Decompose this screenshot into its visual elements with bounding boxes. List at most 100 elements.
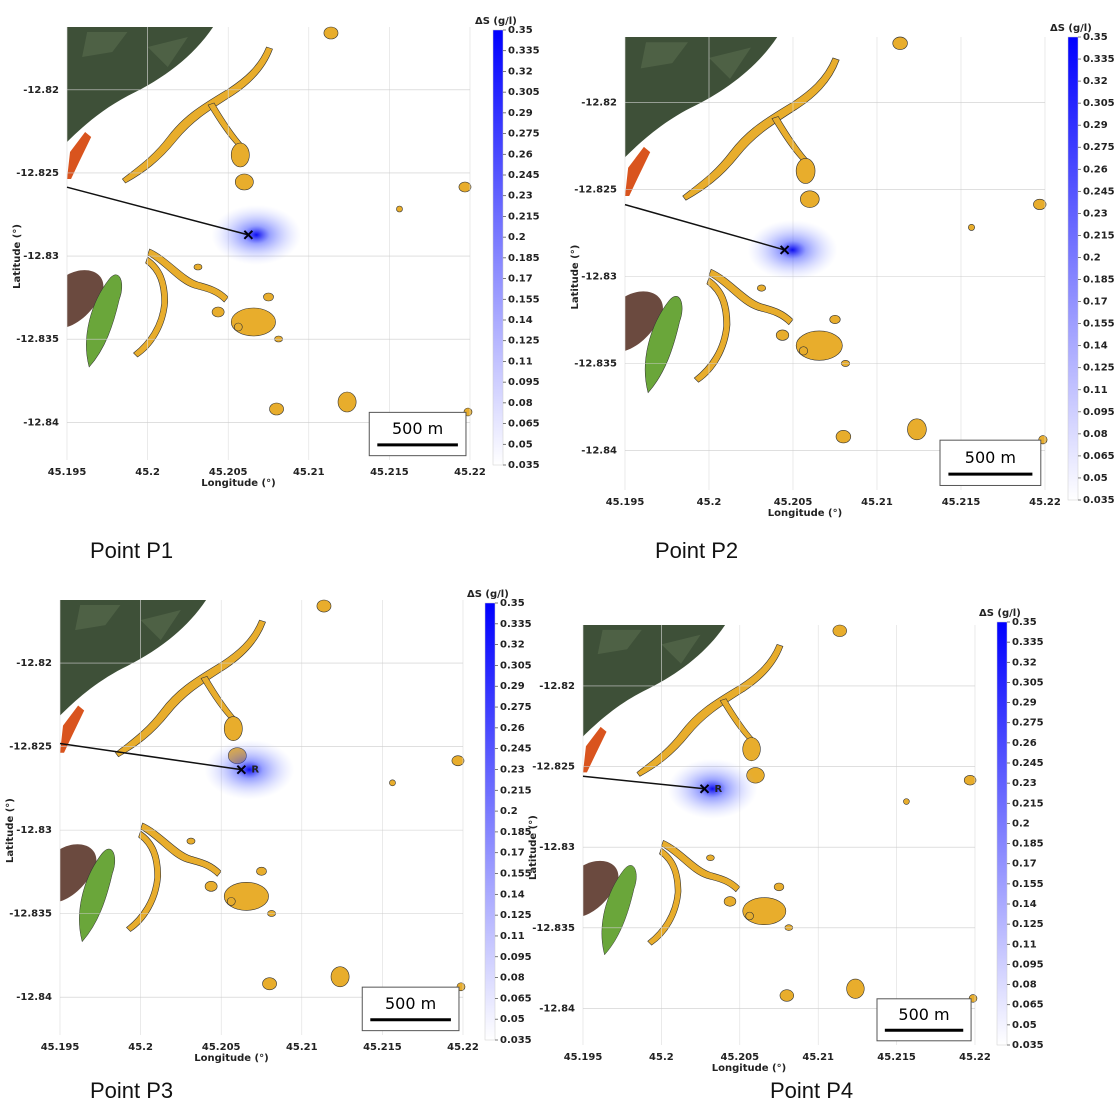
colorbar-tick-label: 0.35 <box>508 25 533 36</box>
colorbar-tick-label: 0.29 <box>1083 120 1108 131</box>
colorbar-tick-label: 0.245 <box>1083 186 1115 197</box>
colorbar-tick-label: 0.275 <box>1012 718 1044 729</box>
x-tick-label: 45.215 <box>370 467 409 478</box>
x-axis-label: Longitude (°) <box>712 1063 786 1074</box>
colorbar-tick-label: 0.155 <box>500 869 532 880</box>
colorbar-tick-label: 0.095 <box>508 377 540 388</box>
map-panel: 45.19545.245.20545.2145.21545.22-12.82-1… <box>528 608 1044 1103</box>
colorbar-tick-label: 0.26 <box>508 149 533 160</box>
colorbar-tick-label: 0.095 <box>500 952 532 963</box>
colorbar-tick-label: 0.29 <box>500 681 525 692</box>
colorbar-tick-label: 0.275 <box>1083 142 1115 153</box>
colorbar-tick-label: 0.245 <box>1012 758 1044 769</box>
colorbar-tick-label: 0.08 <box>1012 980 1037 991</box>
colorbar-tick-label: 0.335 <box>508 46 540 57</box>
colorbar-tick-label: 0.26 <box>500 723 525 734</box>
colorbar-tick-label: 0.335 <box>1083 54 1115 65</box>
colorbar-tick-label: 0.17 <box>1083 297 1108 308</box>
x-tick-label: 45.2 <box>697 497 722 508</box>
x-tick-label: 45.21 <box>861 497 893 508</box>
colorbar-tick-label: 0.2 <box>500 806 518 817</box>
colorbar-tick-label: 0.335 <box>500 619 532 630</box>
x-axis-label: Longitude (°) <box>201 478 275 489</box>
colorbar-tick-label: 0.14 <box>1012 899 1037 910</box>
y-tick-label: -12.82 <box>539 681 575 692</box>
y-axis-label: Latitude (°) <box>12 224 23 289</box>
colorbar-tick-label: 0.14 <box>508 315 533 326</box>
colorbar-tick-label: 0.065 <box>500 993 532 1004</box>
y-axis-label: Latitude (°) <box>5 798 16 863</box>
x-tick-label: 45.215 <box>877 1052 916 1063</box>
colorbar <box>485 603 495 1040</box>
colorbar-tick-label: 0.17 <box>1012 859 1037 870</box>
x-tick-label: 45.2 <box>128 1042 153 1053</box>
colorbar-tick-label: 0.185 <box>508 253 540 264</box>
colorbar-tick-label: 0.14 <box>500 889 525 900</box>
colorbar-tick-label: 0.23 <box>1083 208 1108 219</box>
colorbar-tick-label: 0.08 <box>508 398 533 409</box>
colorbar-tick-label: 0.125 <box>500 910 532 921</box>
salinity-plume <box>211 205 301 265</box>
y-tick-label: -12.84 <box>16 992 52 1003</box>
y-tick-label: -12.825 <box>9 742 52 753</box>
y-tick-label: -12.84 <box>581 446 617 457</box>
colorbar-tick-label: 0.05 <box>508 439 533 450</box>
colorbar <box>493 30 503 465</box>
colorbar-tick-label: 0.185 <box>500 827 532 838</box>
scale-bar-label: 500 m <box>385 994 436 1013</box>
colorbar-tick-label: 0.065 <box>508 419 540 430</box>
x-tick-label: 45.2 <box>135 467 160 478</box>
x-tick-label: 45.21 <box>286 1042 318 1053</box>
colorbar-tick-label: 0.14 <box>1083 341 1108 352</box>
y-tick-label: -12.825 <box>16 168 59 179</box>
x-tick-label: 45.205 <box>721 1052 760 1063</box>
y-axis-label: Latitude (°) <box>528 815 539 880</box>
colorbar-tick-label: 0.23 <box>508 191 533 202</box>
colorbar-tick-label: 0.125 <box>1012 919 1044 930</box>
y-tick-label: -12.82 <box>23 85 59 96</box>
y-tick-label: -12.83 <box>23 251 59 262</box>
colorbar-tick-label: 0.23 <box>1012 778 1037 789</box>
colorbar-tick-label: 0.305 <box>500 660 532 671</box>
colorbar-tick-label: 0.155 <box>508 294 540 305</box>
colorbar-tick-label: 0.215 <box>500 785 532 796</box>
x-axis-label: Longitude (°) <box>194 1053 268 1064</box>
y-tick-label: -12.825 <box>574 185 617 196</box>
x-tick-label: 45.22 <box>959 1052 991 1063</box>
colorbar <box>1068 37 1078 500</box>
x-tick-label: 45.215 <box>942 497 981 508</box>
panel-caption: Point P1 <box>90 538 173 563</box>
panels: 45.195 45.2 45.205 45.21 45.215 45.22 -12.82 -1… <box>5 16 1115 1103</box>
y-tick-label: -12.825 <box>532 762 575 773</box>
colorbar-tick-label: 0.035 <box>500 1035 532 1046</box>
colorbar-tick-label: 0.125 <box>1083 363 1115 374</box>
scale-bar-label: 500 m <box>898 1005 949 1024</box>
figure: 45.195 45.2 45.205 45.21 45.215 45.22 -12.82 -1… <box>0 0 1117 1105</box>
colorbar-tick-label: 0.05 <box>1083 473 1108 484</box>
colorbar-tick-label: 0.26 <box>1083 164 1108 175</box>
y-tick-label: -12.84 <box>23 417 59 428</box>
x-tick-label: 45.2 <box>649 1052 674 1063</box>
colorbar-tick-label: 0.32 <box>1012 657 1037 668</box>
colorbar-tick-label: 0.095 <box>1083 407 1115 418</box>
colorbar-tick-label: 0.335 <box>1012 637 1044 648</box>
colorbar-tick-label: 0.05 <box>500 1014 525 1025</box>
colorbar-tick-label: 0.305 <box>508 87 540 98</box>
colorbar-tick-label: 0.11 <box>1012 939 1037 950</box>
x-tick-label: 45.195 <box>48 467 87 478</box>
x-axis-label: Longitude (°) <box>768 508 842 519</box>
marker-label: R <box>715 784 723 795</box>
colorbar-tick-label: 0.2 <box>1083 252 1101 263</box>
y-tick-label: -12.83 <box>581 272 617 283</box>
y-tick-label: -12.83 <box>16 825 52 836</box>
colorbar-tick-label: 0.215 <box>1012 798 1044 809</box>
colorbar-tick-label: 0.29 <box>508 108 533 119</box>
colorbar-tick-label: 0.17 <box>500 848 525 859</box>
colorbar-tick-label: 0.32 <box>1083 76 1108 87</box>
scale-bar-label: 500 m <box>965 448 1016 467</box>
scale-bar-label: 500 m <box>392 419 443 438</box>
x-tick-label: 45.215 <box>363 1042 402 1053</box>
panel-caption: Point P3 <box>90 1078 173 1103</box>
y-axis-label: Latitude (°) <box>570 245 581 310</box>
